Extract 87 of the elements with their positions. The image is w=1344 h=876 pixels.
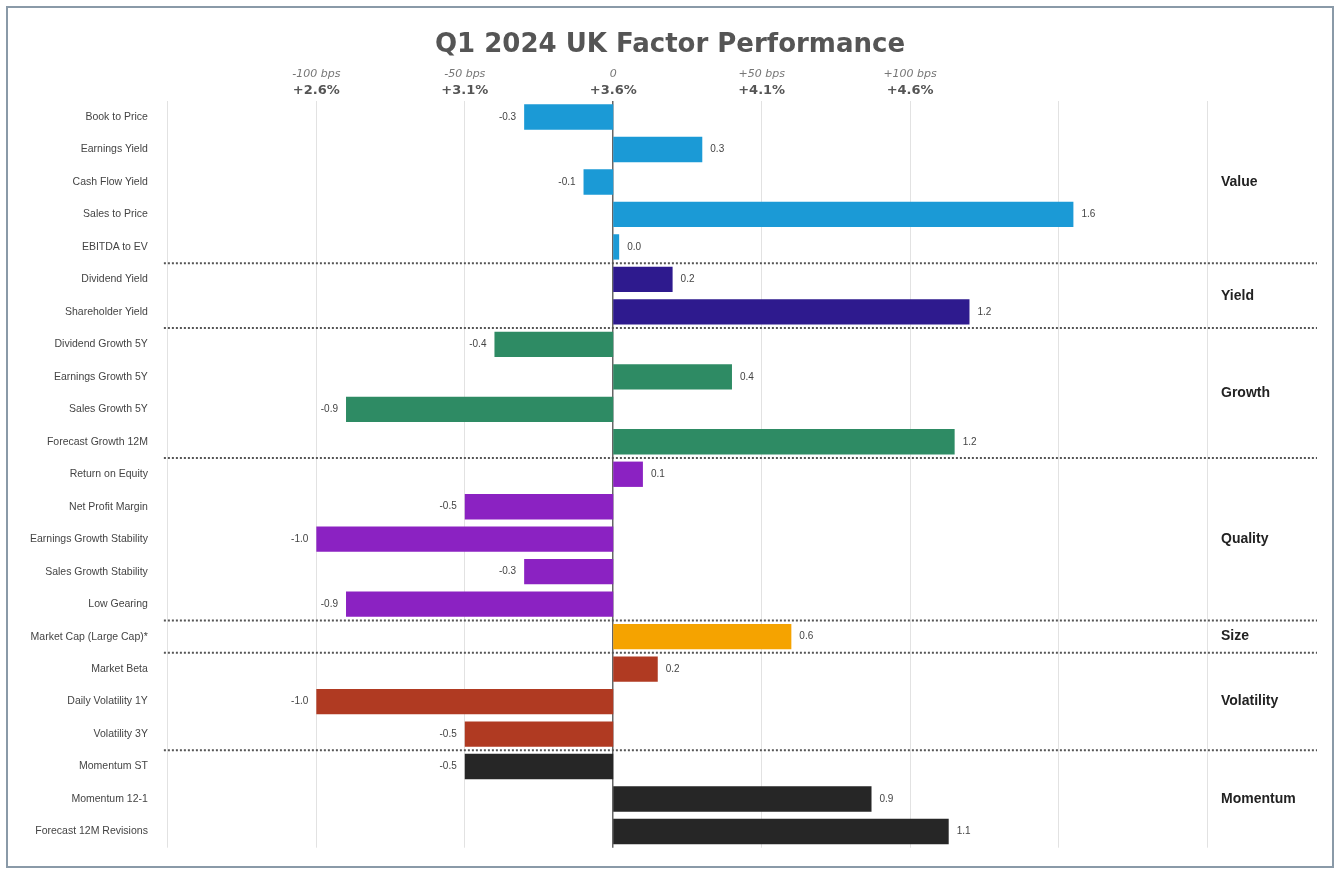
text: Yield [1221, 286, 1254, 303]
y-tick-label: Return on Equity [69, 467, 149, 480]
text: Momentum [1221, 789, 1296, 806]
bar [613, 299, 970, 325]
bar [494, 331, 614, 358]
bar [524, 104, 614, 130]
data-label: -0.5 [439, 760, 458, 772]
bar [613, 818, 949, 845]
y-tick-label: Sales Growth Stability [45, 564, 149, 577]
data-label: -0.1 [558, 175, 576, 187]
data-label: -0.9 [320, 597, 339, 609]
bar [464, 721, 614, 747]
data-label: 1.1 [956, 825, 972, 837]
data-label: 1.2 [977, 305, 992, 317]
y-tick-label: Earnings Yield [80, 142, 149, 155]
bar [346, 591, 614, 617]
text: Growth [1221, 383, 1270, 400]
data-label: -0.3 [498, 565, 517, 577]
y-tick-label: Volatility 3Y [93, 726, 148, 739]
data-label: -0.3 [498, 110, 517, 122]
bar [346, 396, 614, 422]
bar [613, 656, 658, 682]
text: Quality [1221, 530, 1269, 547]
x2-tick-label: +100 bps [883, 67, 938, 81]
data-label: -1.0 [291, 695, 309, 707]
bar [613, 461, 643, 487]
y-tick-label: Earnings Growth 5Y [53, 369, 148, 382]
y-tick-label: Sales to Price [83, 207, 149, 220]
y-tick-label: Market Cap (Large Cap)* [30, 629, 148, 642]
y-tick-label: Sales Growth 5Y [69, 402, 148, 415]
data-label: -1.0 [291, 532, 309, 544]
x2-tick-label: 0 [609, 67, 617, 81]
bar [316, 688, 614, 715]
text: Size [1221, 627, 1250, 644]
data-label: -0.5 [439, 727, 458, 739]
bar [613, 266, 673, 293]
bar [464, 494, 614, 520]
x2-tick-label: -100 bps [292, 67, 341, 81]
data-label: -0.5 [439, 500, 458, 512]
bar [613, 201, 1074, 228]
data-label: 0.2 [665, 662, 681, 674]
y-tick-label: Dividend Growth 5Y [54, 337, 148, 350]
data-label: 0.3 [710, 143, 725, 155]
data-label: -0.9 [320, 403, 339, 415]
data-label: 0.4 [739, 370, 755, 382]
bar [464, 753, 614, 780]
y-tick-label: Book to Price [85, 109, 149, 122]
x-tick-label: +4.1% [738, 82, 786, 98]
text: Value [1221, 172, 1258, 189]
y-tick-label: Low Gearing [88, 597, 149, 610]
data-label: 1.2 [962, 435, 977, 447]
x-tick-label: +2.6% [292, 82, 340, 98]
y-tick-label: Earnings Growth Stability [29, 532, 149, 545]
y-tick-label: Daily Volatility 1Y [67, 694, 148, 707]
bar [613, 623, 792, 650]
bar [316, 526, 614, 552]
bar [613, 234, 620, 260]
chart-title: Q1 2024 UK Factor Performance [434, 28, 906, 58]
bar [524, 559, 614, 585]
y-tick-label: Momentum 12-1 [71, 791, 149, 804]
y-tick-label: EBITDA to EV [81, 239, 148, 252]
data-label: -0.4 [469, 338, 487, 350]
data-label: 0.0 [627, 240, 642, 252]
y-tick-label: Market Beta [91, 661, 149, 674]
bar [613, 136, 703, 163]
y-tick-label: Forecast Growth 12M [46, 434, 148, 447]
y-tick-label: Forecast 12M Revisions [35, 824, 148, 837]
x-tick-label: +3.6% [589, 82, 637, 98]
y-tick-label: Net Profit Margin [69, 499, 149, 512]
x-tick-label: +4.6% [886, 82, 934, 98]
y-tick-label: Shareholder Yield [64, 304, 149, 317]
x2-tick-label: +50 bps [738, 67, 786, 81]
data-label: 0.1 [650, 468, 666, 479]
data-label: 1.6 [1081, 208, 1096, 220]
data-label: 0.2 [680, 273, 695, 285]
bar [613, 364, 732, 390]
y-tick-label: Cash Flow Yield [72, 174, 149, 187]
data-label: 0.9 [879, 792, 894, 804]
bar [613, 786, 872, 812]
y-tick-label: Dividend Yield [81, 272, 149, 285]
x-tick-label: +3.1% [441, 82, 489, 98]
x2-tick-label: -50 bps [444, 67, 486, 81]
text: Volatility [1221, 692, 1279, 709]
bar [613, 429, 955, 455]
y-tick-label: Momentum ST [79, 759, 149, 772]
bar [583, 169, 614, 195]
data-label: 0.6 [799, 630, 814, 642]
